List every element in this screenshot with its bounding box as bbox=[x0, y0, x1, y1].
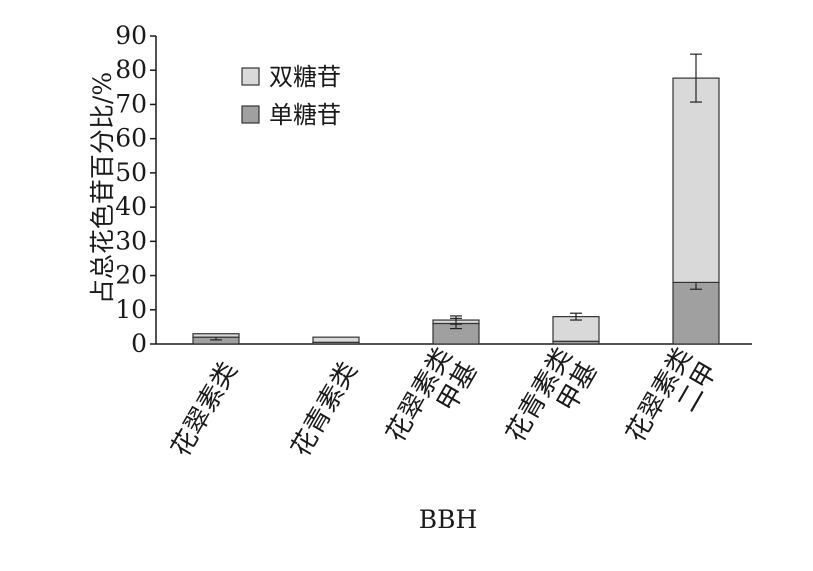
y-tick-label: 90 bbox=[115, 21, 147, 50]
y-tick-label: 80 bbox=[115, 55, 147, 84]
bar-segment-mono bbox=[672, 281, 720, 345]
bar-segment-di bbox=[552, 316, 600, 342]
y-tick-label: 50 bbox=[115, 158, 147, 187]
legend-label: 单糖苷 bbox=[269, 101, 341, 129]
legend-label: 双糖苷 bbox=[269, 63, 341, 91]
legend-swatch bbox=[241, 67, 260, 86]
category-label: 花翠素类 bbox=[166, 357, 244, 462]
category-label-line: 花青素类 bbox=[286, 357, 364, 462]
y-tick-label: 70 bbox=[115, 89, 147, 118]
y-tick-label: 40 bbox=[115, 192, 147, 221]
bar-segment-di bbox=[312, 336, 360, 343]
y-tick-label: 60 bbox=[115, 124, 147, 153]
legend-swatch bbox=[241, 105, 260, 124]
y-tick-label: 20 bbox=[115, 261, 147, 290]
bar-segment-di bbox=[672, 77, 720, 284]
x-axis-title: BBH bbox=[419, 505, 478, 534]
y-tick-label: 10 bbox=[115, 295, 147, 324]
y-tick-label: 0 bbox=[131, 329, 147, 358]
bar-segment-di bbox=[192, 333, 240, 338]
y-tick-label: 30 bbox=[115, 226, 147, 255]
category-label: 花青素类 bbox=[286, 357, 364, 462]
y-axis-title: 占总花色苷百分比/% bbox=[88, 72, 117, 304]
category-label-line: 花翠素类 bbox=[166, 357, 244, 462]
plot-area: 0 10 20 30 40 50 60 70 80 90 花翠素类 花青素类 甲基花翠素类 甲基花青素类二… bbox=[115, 21, 752, 462]
